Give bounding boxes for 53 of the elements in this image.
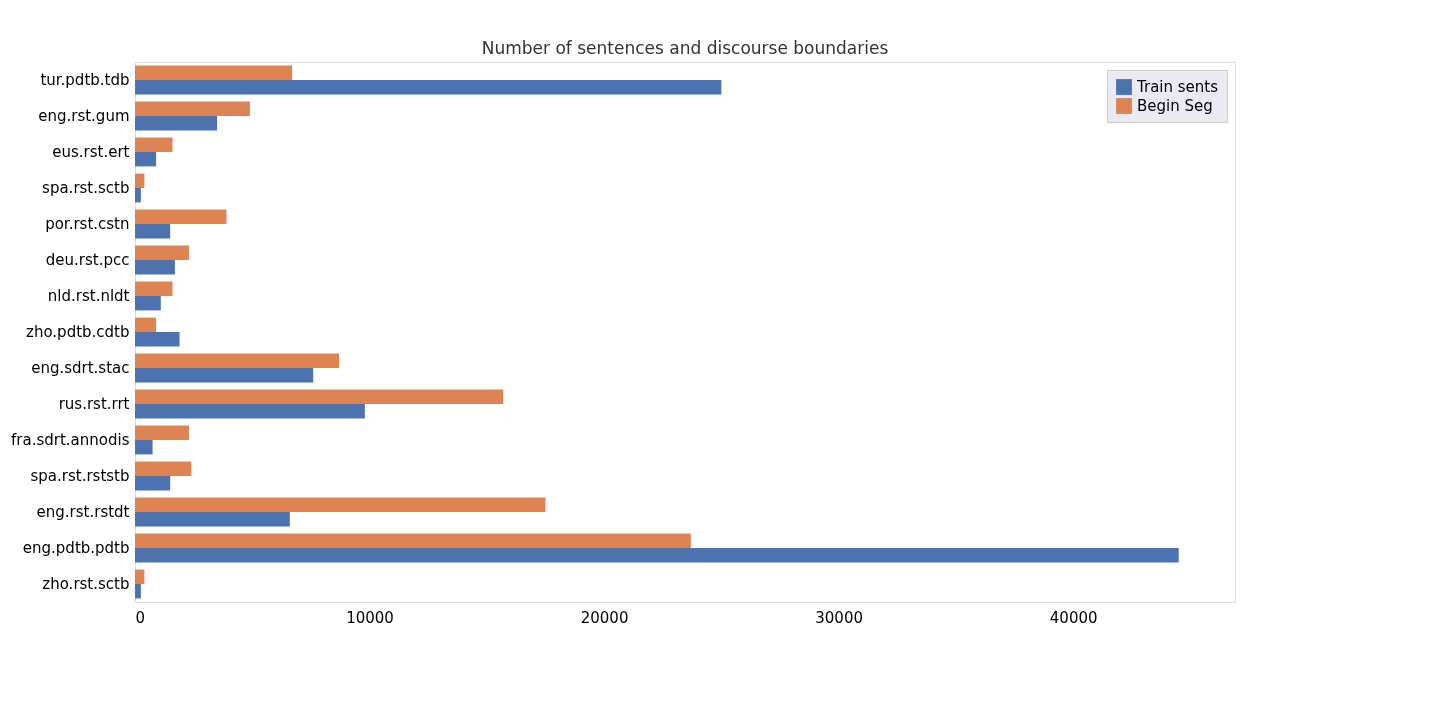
bar (135, 584, 141, 599)
x-tick-label: 10000 (346, 608, 394, 627)
bar (135, 260, 175, 275)
y-tick-label: deu.rst.pcc (45, 251, 130, 269)
bar (135, 548, 1179, 563)
bar (135, 65, 293, 80)
bar (135, 389, 504, 404)
x-tick-label: 40000 (1049, 608, 1098, 627)
y-tick-label: spa.rst.rststb (30, 467, 130, 485)
bar (135, 209, 227, 224)
bar (135, 188, 141, 203)
bar (135, 440, 153, 455)
bar (135, 224, 171, 239)
y-tick-label: eng.pdtb.pdtb (22, 539, 130, 557)
legend-label: Begin Seg (1137, 97, 1213, 115)
x-tick-label: 0 (135, 608, 146, 627)
bar (135, 173, 145, 188)
bar (135, 461, 192, 476)
y-tick-label: eus.rst.ert (52, 143, 130, 161)
bar (135, 101, 250, 116)
bar (135, 476, 171, 491)
bar (135, 353, 340, 368)
y-tick-label: eng.sdrt.stac (31, 359, 130, 377)
bar (135, 296, 161, 311)
bar (135, 533, 691, 548)
y-tick-label: nld.rst.nldt (47, 287, 130, 305)
y-tick-label: fra.sdrt.annodis (11, 431, 130, 449)
y-tick-label: tur.pdtb.tdb (40, 71, 130, 89)
y-tick-label: zho.pdtb.cdtb (26, 323, 130, 341)
bar (135, 80, 722, 95)
bar (135, 425, 189, 440)
bar (135, 368, 314, 383)
bar (135, 152, 157, 167)
bar (135, 137, 173, 152)
bar (135, 116, 218, 131)
chart-title: Number of sentences and discourse boundaries (481, 38, 889, 58)
x-tick-label: 20000 (580, 608, 629, 627)
y-tick-label: rus.rst.rrt (58, 395, 130, 413)
legend-label: Train sents (1136, 78, 1219, 96)
bar (135, 317, 157, 332)
bar (135, 569, 145, 584)
x-tick-label: 30000 (815, 608, 863, 627)
bar (135, 332, 180, 347)
y-tick-label: eng.rst.rstdt (36, 503, 130, 521)
y-tick-label: por.rst.cstn (45, 215, 130, 233)
y-tick-label: zho.rst.sctb (42, 575, 130, 593)
bar (135, 245, 189, 260)
y-tick-label: eng.rst.gum (38, 107, 130, 125)
bar (135, 512, 290, 527)
bar (135, 281, 173, 296)
bar (135, 497, 546, 512)
bar (135, 404, 365, 419)
y-tick-label: spa.rst.sctb (42, 179, 130, 197)
